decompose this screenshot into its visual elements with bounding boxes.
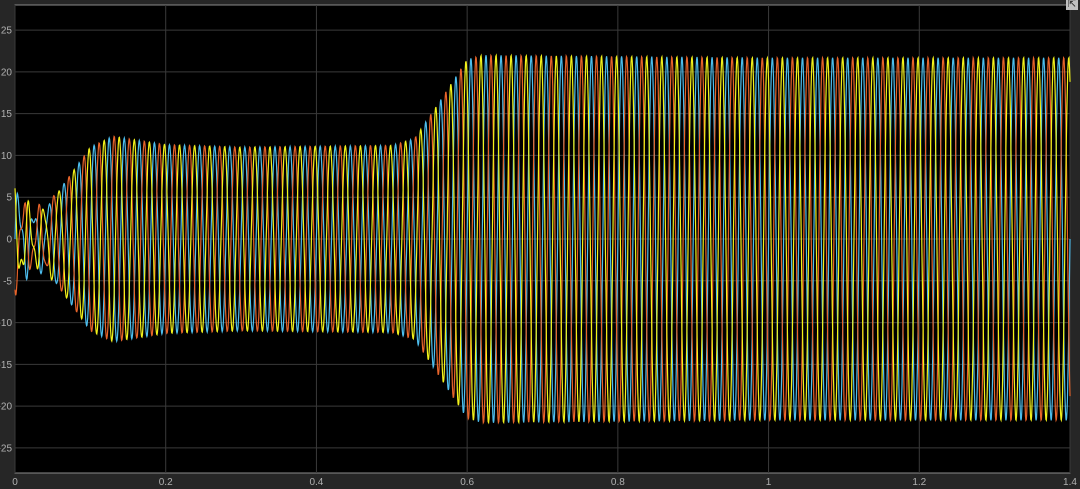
y-tick-label: 15 [1,109,13,120]
x-tick-label: 1 [766,477,772,488]
series-line-1 [14,55,1071,423]
x-tick-label: 1.2 [912,477,926,488]
expand-button[interactable]: ⇱ [1066,0,1078,10]
x-tick-label: 1.4 [1063,477,1077,488]
y-tick-label: -20 [0,402,12,413]
x-tick-label: 0.8 [611,477,625,488]
y-tick-label: -10 [0,318,12,329]
x-tick-label: 0.4 [309,477,323,488]
y-tick-label: 0 [6,235,12,246]
y-tick-label: -25 [0,443,12,454]
tick-labels: 0 0.2 0.4 0.6 0.8 1 1.2 1.4 -25 -20 -15 -10 -5 0 5 10 15… [0,26,1077,488]
x-tick-label: 0.2 [159,477,173,488]
y-tick-label: 25 [1,26,13,37]
y-tick-label: -5 [3,276,12,287]
x-tick-label: 0.6 [460,477,474,488]
y-tick-label: 5 [6,193,12,204]
series-lines [14,53,1071,425]
y-tick-label: -15 [0,360,12,371]
y-tick-label: 10 [1,151,13,162]
x-tick-label: 0 [12,477,18,488]
series-line-2 [14,53,1071,425]
y-tick-label: 20 [1,67,13,78]
series-line-3 [14,53,1071,425]
